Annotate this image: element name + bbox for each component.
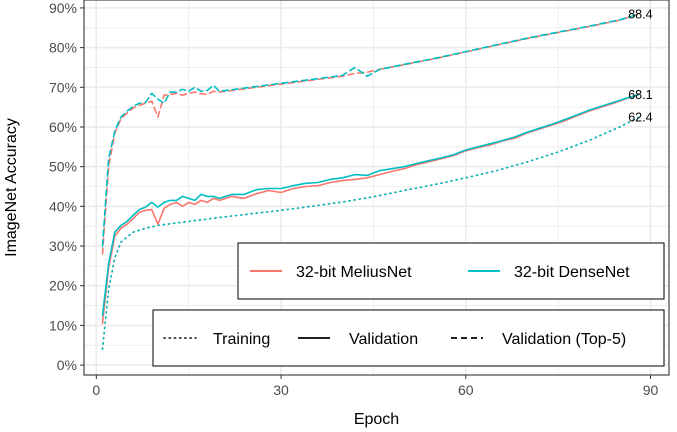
- y-tick-label: 40%: [49, 198, 77, 214]
- panel-border: [83, 0, 670, 376]
- x-tick-label: 30: [273, 382, 289, 398]
- y-tick-label: 90%: [49, 0, 77, 16]
- x-axis-ticks: 0 30 60 90: [92, 375, 659, 398]
- y-tick-label: 70%: [49, 79, 77, 95]
- series-line-32-bit-densenet-validation-top-5: [101, 13, 639, 247]
- end-value-label: 62.4: [628, 110, 652, 124]
- y-tick-label: 60%: [49, 119, 77, 135]
- y-tick-label: 10%: [49, 317, 77, 333]
- y-axis-title: ImageNet Accuracy: [3, 118, 20, 257]
- metric-legend-box: [152, 309, 665, 367]
- y-tick-label: 80%: [49, 40, 77, 56]
- y-tick-label: 0%: [57, 357, 77, 373]
- legend-label-validation-top5: Validation (Top-5): [502, 331, 626, 348]
- x-tick-label: 60: [458, 382, 474, 398]
- y-tick-label: 30%: [49, 238, 77, 254]
- series-line-32-bit-densenet-training: [101, 116, 639, 350]
- legend-label-densenet: 32-bit DenseNet: [514, 264, 630, 281]
- metric-legend: Training Validation Validation (Top-5): [152, 309, 665, 367]
- legend-label-meliusnet: 32-bit MeliusNet: [296, 264, 412, 281]
- x-tick-label: 90: [643, 382, 659, 398]
- x-axis-title: Epoch: [354, 411, 399, 428]
- series-line-32-bit-meliusnet-validation-top-5: [101, 13, 639, 255]
- series-lines: [101, 13, 639, 350]
- legend-label-training: Training: [213, 331, 270, 348]
- y-tick-label: 50%: [49, 159, 77, 175]
- model-legend-box: [237, 242, 665, 300]
- x-tick-label: 0: [92, 382, 100, 398]
- end-value-label: 88.4: [628, 7, 652, 21]
- series-line-32-bit-densenet-validation: [101, 94, 639, 317]
- end-value-label: 68.1: [628, 88, 652, 102]
- legend-label-validation: Validation: [349, 331, 418, 348]
- model-legend: 32-bit MeliusNet 32-bit DenseNet: [237, 242, 665, 300]
- end-value-labels: 88.4 68.1 62.4: [628, 7, 652, 124]
- y-tick-label: 20%: [49, 278, 77, 294]
- y-axis-ticks: 0% 10% 20% 30% 40% 50% 60% 70% 80% 90%: [49, 0, 84, 373]
